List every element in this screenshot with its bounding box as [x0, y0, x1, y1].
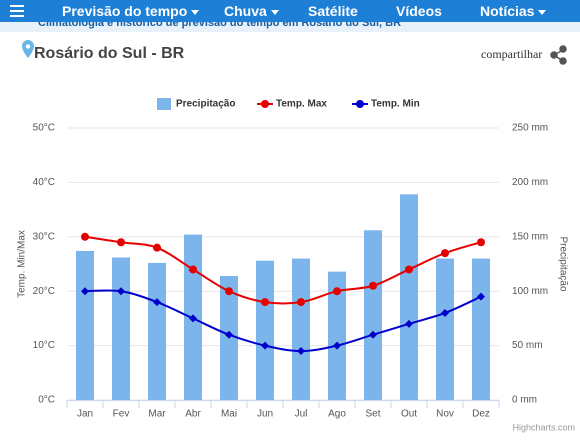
y2-tick-label: 150 mm	[512, 231, 548, 242]
x-tick-label: Mai	[221, 409, 237, 420]
nav-item[interactable]: Previsão do tempo	[62, 3, 200, 19]
y-tick-label: 10°C	[33, 340, 55, 351]
legend-marker	[356, 100, 364, 108]
y-tick-label: 40°C	[33, 177, 55, 188]
nav-item[interactable]: Satélite	[308, 3, 358, 19]
point	[477, 238, 485, 247]
x-tick-label: Out	[401, 409, 417, 420]
location-title: Rosário do Sul - BR	[34, 45, 185, 62]
y-axis-title: Temp. Min/Max	[17, 230, 28, 298]
bar	[76, 250, 94, 400]
nav-item[interactable]: Notícias	[480, 3, 547, 19]
menu-icon[interactable]	[10, 5, 24, 20]
y-tick-label: 50°C	[33, 123, 55, 134]
y2-tick-label: 0 mm	[512, 395, 537, 406]
y2-tick-label: 250 mm	[512, 123, 548, 134]
point	[117, 238, 125, 247]
y2-tick-label: 200 mm	[512, 177, 548, 188]
x-tick-label: Jun	[257, 409, 273, 420]
credit: Highcharts.com	[512, 422, 575, 432]
y-tick-label: 20°C	[33, 286, 55, 297]
x-tick-label: Set	[365, 409, 380, 420]
x-tick-label: Nov	[436, 409, 454, 420]
point	[297, 347, 305, 356]
point	[189, 314, 197, 323]
legend-label: Temp. Max	[276, 99, 327, 110]
point	[261, 341, 269, 350]
point	[369, 330, 377, 339]
point	[441, 249, 449, 258]
legend-label: Precipitação	[176, 99, 235, 110]
point	[405, 265, 413, 274]
point	[261, 298, 269, 307]
point	[189, 265, 197, 274]
bar	[472, 258, 490, 400]
point	[225, 287, 233, 296]
nav-bar: Previsão do tempo Chuva Satélite Vídeos …	[0, 0, 580, 22]
bar	[148, 262, 166, 400]
point	[153, 243, 161, 252]
x-tick-label: Fev	[113, 409, 130, 420]
x-tick-label: Jul	[295, 409, 308, 420]
bar	[364, 230, 382, 400]
y2-axis-title: Precipitação	[557, 236, 568, 291]
point	[477, 292, 485, 301]
bar	[328, 271, 346, 400]
x-tick-label: Dez	[472, 409, 490, 420]
pin-icon	[22, 40, 34, 58]
bar	[400, 194, 418, 400]
share-icon[interactable]	[550, 45, 567, 65]
bar	[436, 258, 454, 400]
point	[441, 308, 449, 317]
point	[81, 287, 89, 296]
x-tick-label: Mar	[148, 409, 166, 420]
pin-icon-dot	[25, 44, 31, 49]
point	[81, 232, 89, 241]
bar	[256, 260, 274, 400]
bar	[292, 258, 310, 400]
point	[369, 281, 377, 290]
point	[405, 319, 413, 328]
point	[297, 298, 305, 307]
legend-swatch	[157, 98, 171, 110]
y-tick-label: 30°C	[33, 231, 55, 242]
line	[84, 235, 482, 305]
legend-label: Temp. Min	[371, 99, 420, 110]
bar	[220, 275, 238, 400]
x-tick-label: Ago	[328, 409, 346, 420]
bar	[112, 257, 130, 400]
share-link[interactable]: compartilhar	[481, 47, 543, 61]
x-tick-label: Jan	[77, 409, 93, 420]
y2-tick-label: 50 mm	[512, 340, 543, 351]
bar	[184, 234, 202, 400]
line	[84, 289, 482, 353]
y-tick-label: 0°C	[38, 395, 55, 406]
point	[333, 287, 341, 296]
point	[333, 341, 341, 350]
point	[153, 298, 161, 307]
y2-tick-label: 100 mm	[512, 286, 548, 297]
nav-item[interactable]: Vídeos	[396, 3, 442, 19]
point	[225, 330, 233, 339]
x-tick-label: Abr	[185, 409, 201, 420]
point	[117, 287, 125, 296]
nav-item[interactable]: Chuva	[224, 3, 279, 19]
legend-marker	[261, 100, 269, 108]
